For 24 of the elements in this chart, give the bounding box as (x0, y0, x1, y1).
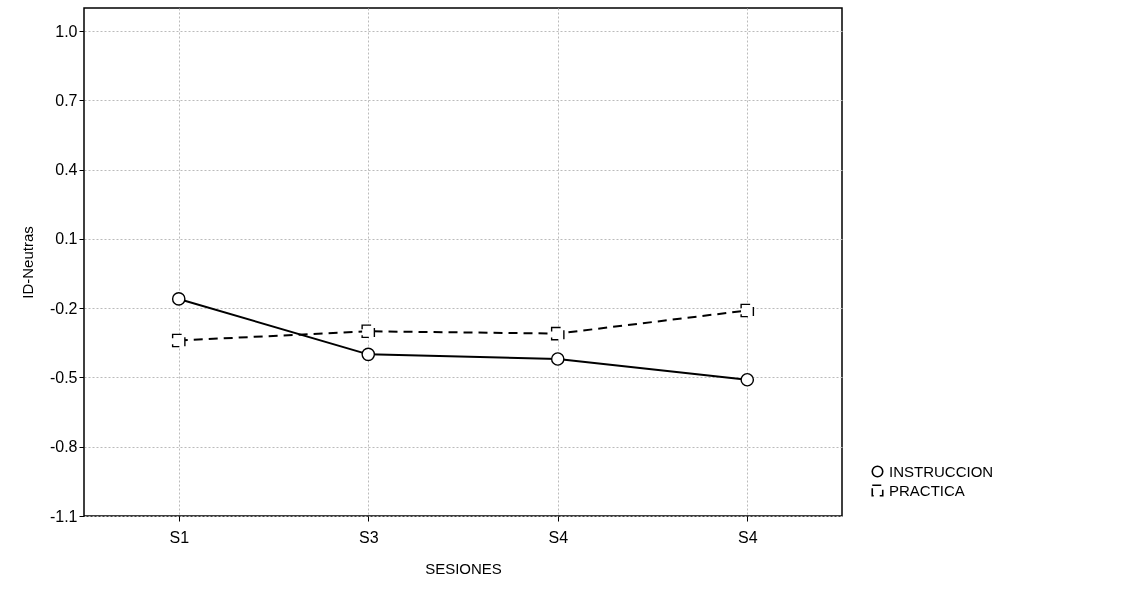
y-tick-label: 0.4 (55, 161, 78, 179)
y-tick-label: -0.2 (49, 299, 78, 317)
point (171, 292, 186, 306)
y-tick-label: 0.7 (55, 91, 78, 109)
x-axis-title: SESIONES (425, 559, 502, 577)
y-tick-label: 0.1 (55, 230, 78, 248)
point (550, 326, 565, 341)
legend-label: INSTRUCCION (889, 462, 994, 480)
point (171, 333, 186, 348)
point (740, 372, 755, 387)
x-tick-label: S4 (737, 528, 758, 546)
y-tick-label: 1.0 (55, 22, 78, 40)
y-axis-title: ID-Neutras (18, 226, 36, 299)
point (361, 324, 376, 339)
point (550, 352, 565, 366)
y-tick-label: -0.5 (49, 368, 78, 386)
y-tick-label: -0.8 (49, 438, 78, 456)
x-tick-label: S3 (358, 528, 379, 546)
point (740, 303, 755, 318)
point (361, 347, 376, 362)
x-tick-label: S4 (548, 528, 569, 546)
legend-label: PRACTICA (889, 481, 965, 499)
x-tick-label: S1 (169, 528, 190, 546)
y-tick-label: -1.1 (49, 507, 78, 525)
